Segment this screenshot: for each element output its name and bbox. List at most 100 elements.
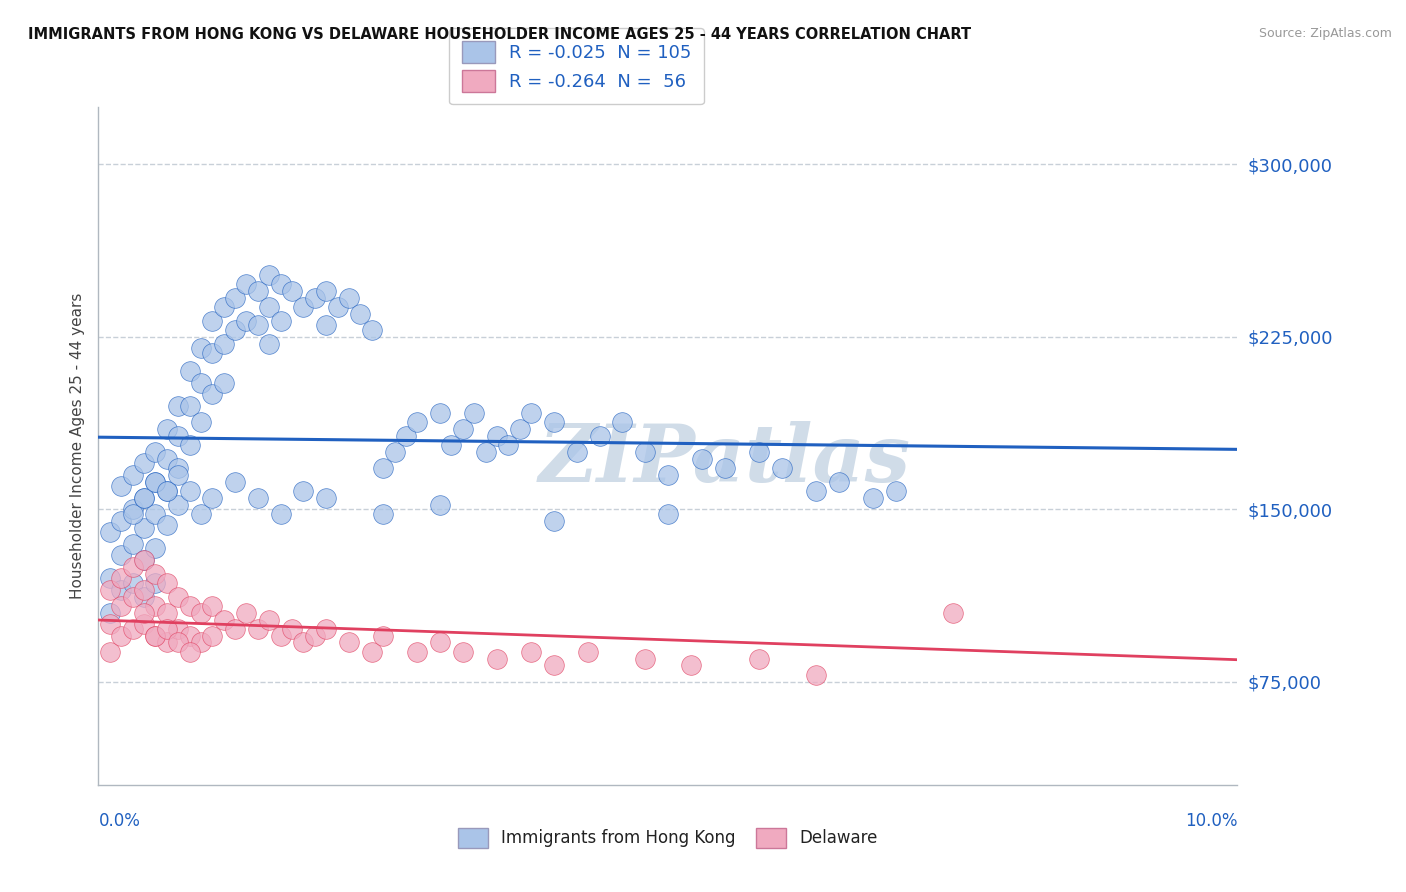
- Point: [121, 559, 143, 574]
- Point: [156, 483, 179, 498]
- Point: [110, 479, 132, 493]
- Point: [337, 635, 360, 649]
- Point: [190, 342, 212, 356]
- Point: [167, 498, 190, 512]
- Point: [145, 507, 167, 521]
- Point: [429, 498, 451, 512]
- Point: [145, 475, 167, 489]
- Point: [190, 415, 212, 429]
- Point: [156, 622, 179, 636]
- Point: [167, 635, 190, 649]
- Point: [132, 553, 155, 567]
- Point: [179, 629, 201, 643]
- Y-axis label: Householder Income Ages 25 - 44 years: Householder Income Ages 25 - 44 years: [69, 293, 84, 599]
- Point: [281, 622, 304, 636]
- Point: [498, 438, 520, 452]
- Point: [156, 422, 179, 436]
- Point: [179, 364, 201, 378]
- Point: [509, 422, 531, 436]
- Point: [326, 300, 349, 314]
- Point: [259, 613, 281, 627]
- Point: [373, 507, 395, 521]
- Point: [259, 268, 281, 282]
- Point: [520, 406, 543, 420]
- Point: [121, 622, 143, 636]
- Point: [145, 566, 167, 581]
- Point: [292, 300, 315, 314]
- Point: [121, 502, 143, 516]
- Point: [132, 582, 155, 597]
- Point: [167, 467, 190, 482]
- Point: [110, 582, 132, 597]
- Point: [657, 467, 679, 482]
- Point: [315, 491, 337, 505]
- Point: [156, 606, 179, 620]
- Point: [190, 606, 212, 620]
- Point: [474, 444, 496, 458]
- Point: [292, 483, 315, 498]
- Point: [373, 460, 395, 475]
- Point: [212, 613, 235, 627]
- Point: [612, 415, 634, 429]
- Point: [884, 483, 907, 498]
- Point: [235, 277, 257, 291]
- Point: [804, 483, 827, 498]
- Point: [679, 658, 702, 673]
- Point: [270, 277, 292, 291]
- Point: [167, 622, 190, 636]
- Point: [156, 635, 179, 649]
- Point: [384, 444, 406, 458]
- Point: [714, 460, 737, 475]
- Point: [132, 491, 155, 505]
- Point: [543, 415, 565, 429]
- Point: [337, 291, 360, 305]
- Point: [98, 571, 121, 585]
- Point: [132, 606, 155, 620]
- Point: [179, 399, 201, 413]
- Point: [360, 645, 382, 659]
- Point: [520, 645, 543, 659]
- Point: [145, 629, 167, 643]
- Point: [110, 548, 132, 562]
- Point: [224, 622, 246, 636]
- Point: [156, 575, 179, 590]
- Point: [634, 444, 657, 458]
- Point: [690, 451, 713, 466]
- Point: [179, 645, 201, 659]
- Point: [145, 475, 167, 489]
- Point: [748, 651, 770, 665]
- Point: [145, 575, 167, 590]
- Point: [224, 291, 246, 305]
- Point: [145, 629, 167, 643]
- Point: [98, 582, 121, 597]
- Point: [132, 617, 155, 632]
- Text: 10.0%: 10.0%: [1185, 812, 1237, 830]
- Point: [259, 300, 281, 314]
- Point: [270, 507, 292, 521]
- Point: [132, 491, 155, 505]
- Point: [110, 514, 132, 528]
- Point: [201, 387, 224, 401]
- Point: [235, 314, 257, 328]
- Point: [190, 635, 212, 649]
- Point: [212, 300, 235, 314]
- Point: [201, 314, 224, 328]
- Point: [121, 467, 143, 482]
- Point: [565, 444, 588, 458]
- Point: [315, 318, 337, 333]
- Point: [212, 376, 235, 390]
- Point: [292, 635, 315, 649]
- Point: [179, 599, 201, 613]
- Point: [634, 651, 657, 665]
- Point: [212, 336, 235, 351]
- Point: [588, 428, 610, 442]
- Point: [167, 590, 190, 604]
- Point: [770, 460, 793, 475]
- Point: [429, 406, 451, 420]
- Point: [246, 622, 269, 636]
- Text: IMMIGRANTS FROM HONG KONG VS DELAWARE HOUSEHOLDER INCOME AGES 25 - 44 YEARS CORR: IMMIGRANTS FROM HONG KONG VS DELAWARE HO…: [28, 27, 972, 42]
- Point: [451, 645, 474, 659]
- Point: [235, 606, 257, 620]
- Point: [145, 444, 167, 458]
- Point: [132, 590, 155, 604]
